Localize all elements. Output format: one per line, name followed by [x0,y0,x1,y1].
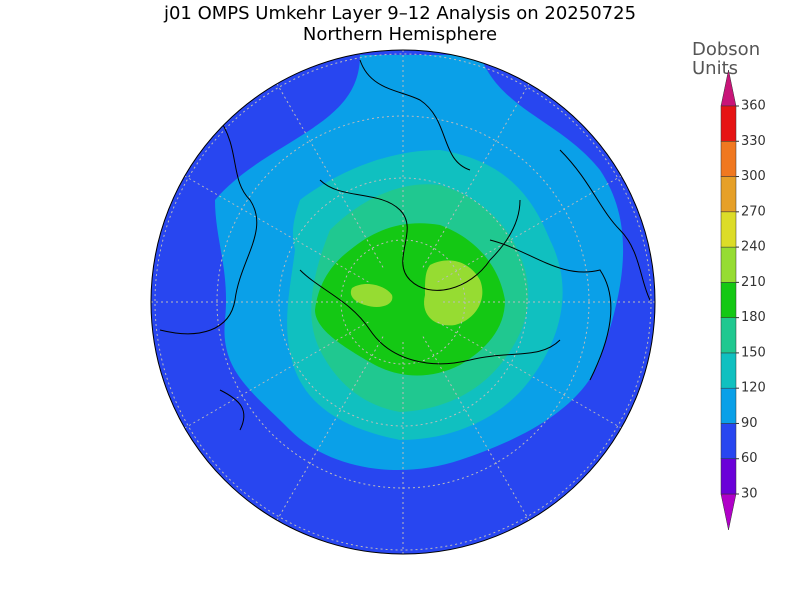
coastline [219,389,245,431]
graticule [437,174,625,283]
colorbar-segment [720,141,737,177]
coastline [359,59,471,171]
map-border [150,49,656,555]
map [151,50,655,554]
ozone-band [315,223,505,376]
colorbar-tick-label: 120 [741,381,766,396]
colorbar-tick-label: 270 [741,204,766,219]
graticule [275,80,384,268]
ozone-band [424,260,483,326]
coastline [319,179,521,291]
colorbar-segment [720,282,737,318]
colorbar-segment [720,387,737,424]
colorbar-segment [720,105,737,142]
colorbar-tick-label: 180 [741,310,766,325]
colorbar-tick-label: 330 [741,134,766,149]
graticule [154,53,652,551]
graticule [422,80,531,268]
colorbar-segment [720,176,737,213]
graticule [181,174,369,283]
colorbar-segment [720,246,737,283]
graticule [275,336,384,524]
colorbar-tick-label: 150 [741,345,766,360]
colorbar-extend [720,493,737,531]
coastline [559,149,651,301]
colorbar-tick-label: 240 [741,240,766,255]
coastline [489,239,612,381]
colorbar-segment [720,352,737,389]
colorbar-tick-label: 210 [741,275,766,290]
colorbar-tick-label: 300 [741,169,766,184]
colorbar-tick-label: 360 [741,99,766,114]
graticule [181,321,369,430]
coastline [159,119,258,335]
colorbar-segment [720,458,737,495]
colorbar-segment [720,211,737,248]
graticule [278,177,528,427]
colorbar-tick-label: 60 [741,451,758,466]
colorbar-segment [720,423,737,459]
colorbar-label: Dobson [692,39,760,60]
colorbar-segment [720,317,737,354]
colorbar-label: Units [692,58,738,79]
graticule [422,336,531,524]
ozone-band [350,284,393,307]
colorbar-tick-label: 30 [741,487,758,502]
colorbar-tick-label: 90 [741,416,758,431]
graticule [437,321,625,430]
title: j01 OMPS Umkehr Layer 9–12 Analysis on 2… [163,3,636,24]
subtitle: Northern Hemisphere [303,24,497,45]
coastline [299,269,561,365]
